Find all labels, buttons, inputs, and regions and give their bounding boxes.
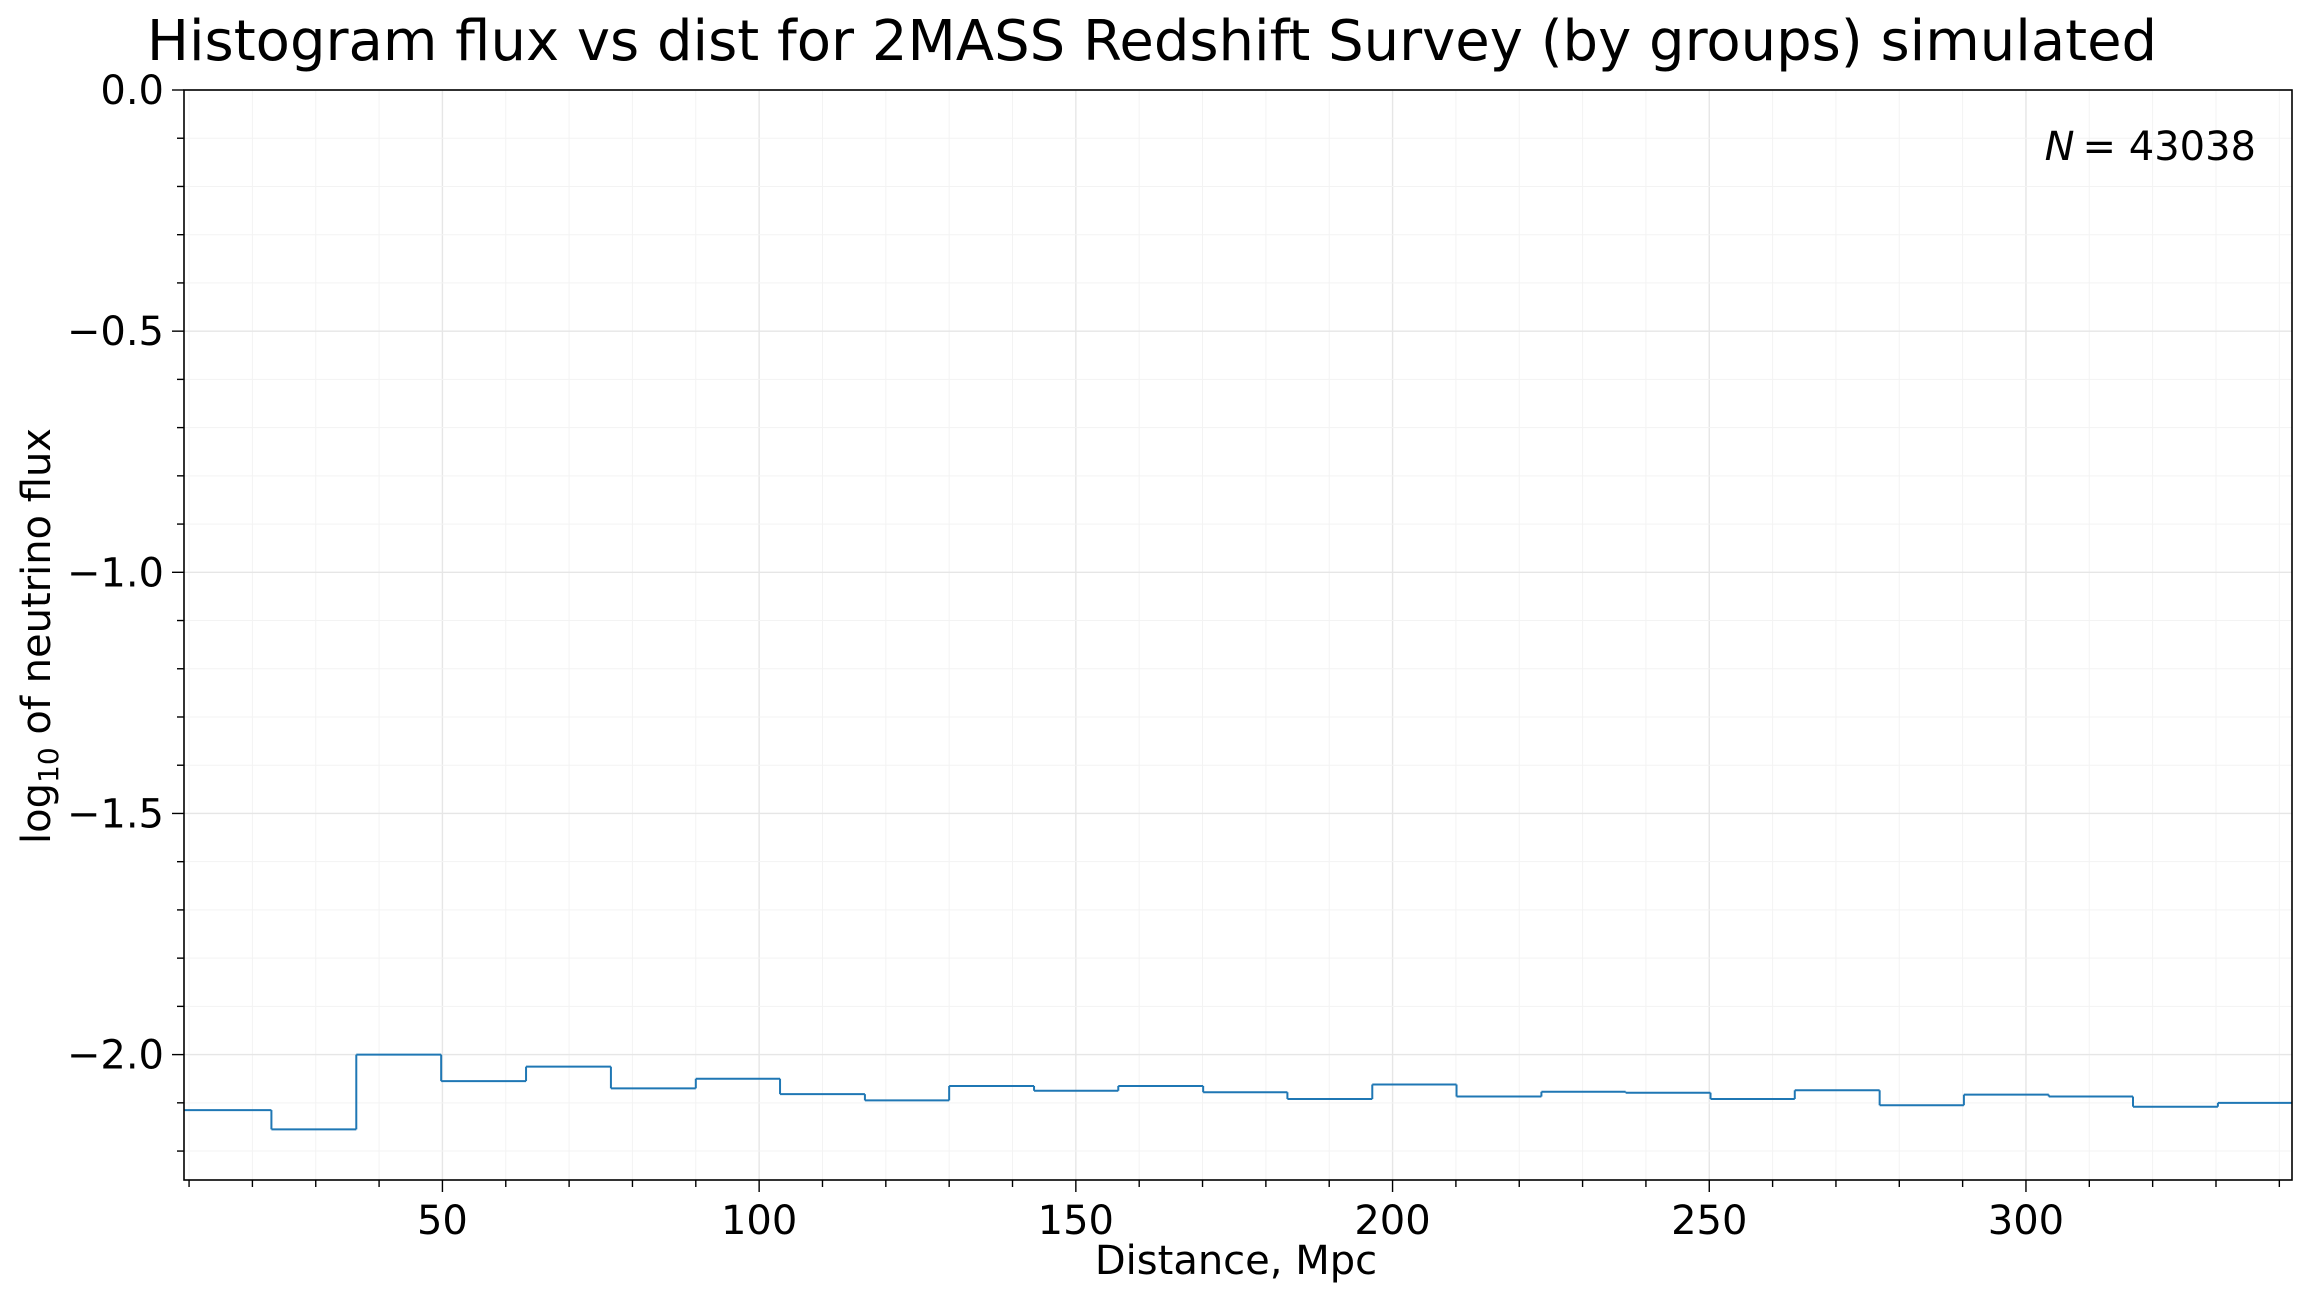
y-tick-label: −1.5 [67, 791, 164, 837]
x-tick-label: 250 [1671, 1198, 1747, 1244]
grid [184, 89, 2292, 1180]
y-tick-label: −1.0 [67, 550, 164, 596]
x-tick-label: 200 [1354, 1198, 1430, 1244]
y-axis-label-subscript: 10 [32, 747, 65, 783]
x-axis-label: Distance, Mpc [1095, 1238, 1377, 1284]
count-annotation-value: = 43038 [2083, 124, 2256, 170]
y-tick-label: −0.5 [67, 309, 164, 355]
y-tick-label: 0.0 [100, 68, 164, 114]
plot-frame [183, 89, 2293, 1181]
y-axis-label-log: log [14, 783, 60, 844]
count-annotation-variable: N [2045, 124, 2075, 170]
count-annotation: N = 43038 [2045, 124, 2256, 170]
chart-title: Histogram flux vs dist for 2MASS Redshif… [147, 9, 2157, 74]
y-axis-label: log10 of neutrino flux [14, 428, 65, 844]
axis-ticks: 50 100 150 200 250 300 0.0 −0.5 −1.0 −1.5 −2.0 [67, 68, 2281, 1244]
x-tick-label: 50 [417, 1198, 468, 1244]
y-axis-label-rest: of neutrino flux [14, 428, 60, 747]
x-tick-label: 100 [721, 1198, 797, 1244]
series-layer [184, 1053, 2292, 1131]
y-tick-label: −2.0 [67, 1033, 164, 1079]
x-tick-label: 150 [1038, 1198, 1114, 1244]
x-tick-label: 300 [1988, 1198, 2064, 1244]
